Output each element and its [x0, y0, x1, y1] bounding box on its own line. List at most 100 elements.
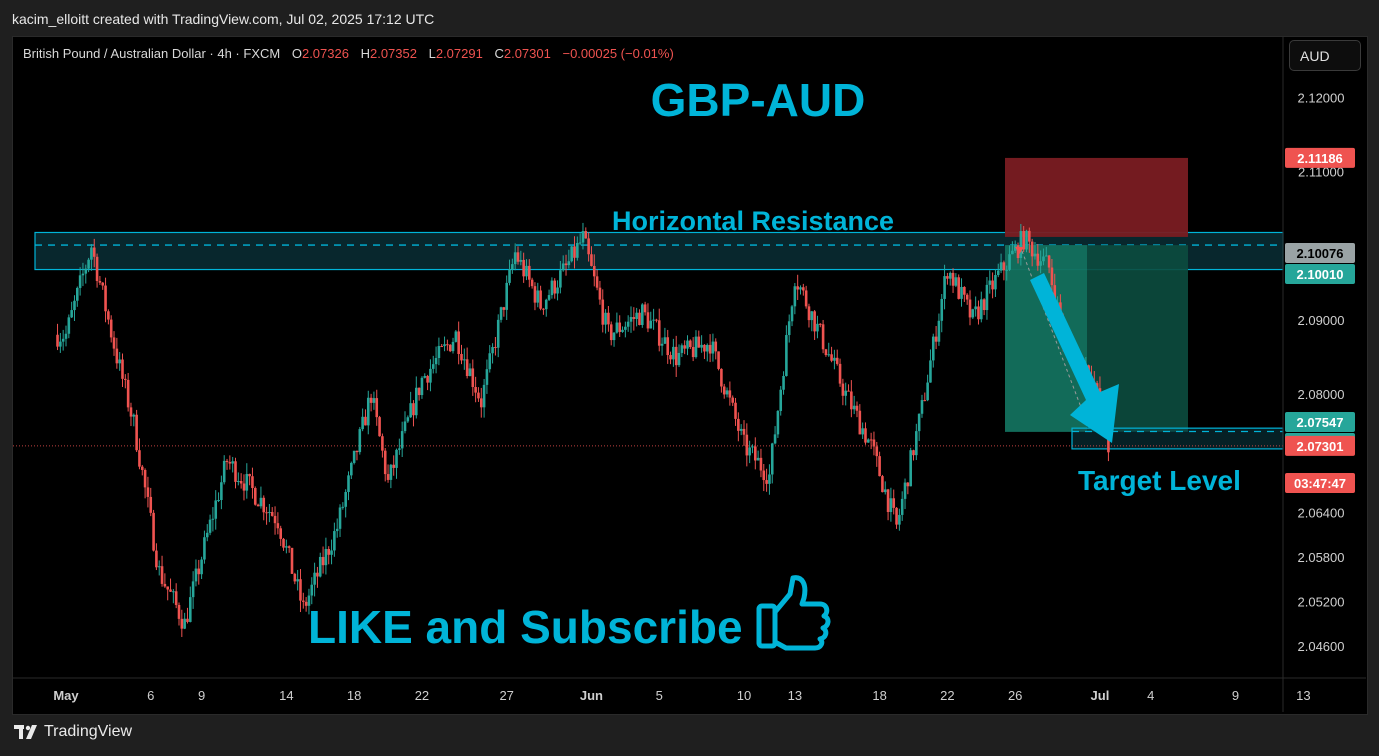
candle[interactable]: [350, 461, 353, 480]
candle[interactable]: [691, 337, 695, 362]
candle[interactable]: [635, 307, 638, 327]
candle[interactable]: [867, 438, 870, 443]
candle[interactable]: [234, 457, 237, 489]
candle[interactable]: [499, 306, 503, 323]
candle[interactable]: [474, 376, 477, 403]
candle[interactable]: [64, 325, 68, 347]
candle[interactable]: [609, 321, 613, 346]
candle[interactable]: [567, 249, 571, 269]
candle[interactable]: [988, 270, 992, 294]
currency-button[interactable]: AUD: [1289, 40, 1361, 71]
candle[interactable]: [316, 566, 319, 588]
candle[interactable]: [903, 478, 907, 510]
candle[interactable]: [855, 401, 859, 418]
candle[interactable]: [833, 349, 836, 370]
candle[interactable]: [225, 458, 229, 470]
candle[interactable]: [197, 559, 201, 585]
candle[interactable]: [516, 246, 520, 265]
candle[interactable]: [177, 602, 181, 626]
candle[interactable]: [813, 310, 816, 340]
candle[interactable]: [519, 250, 523, 266]
candle[interactable]: [881, 474, 884, 493]
candle[interactable]: [776, 410, 780, 438]
candle[interactable]: [273, 506, 277, 535]
candle[interactable]: [711, 333, 715, 362]
candle[interactable]: [160, 555, 164, 587]
candle[interactable]: [796, 274, 799, 301]
candle[interactable]: [222, 455, 226, 485]
candle[interactable]: [770, 442, 774, 484]
candle[interactable]: [61, 329, 65, 351]
candle[interactable]: [883, 481, 887, 495]
candle[interactable]: [946, 272, 949, 285]
candle[interactable]: [482, 378, 486, 418]
candle[interactable]: [358, 427, 362, 455]
candle[interactable]: [528, 259, 531, 288]
candle[interactable]: [446, 339, 449, 351]
candle[interactable]: [172, 589, 175, 604]
candle[interactable]: [782, 371, 785, 395]
candle[interactable]: [869, 432, 873, 450]
candle[interactable]: [948, 271, 952, 286]
candle[interactable]: [203, 530, 206, 564]
candle[interactable]: [931, 333, 935, 368]
candle[interactable]: [799, 285, 802, 295]
candle[interactable]: [1039, 250, 1042, 274]
candle[interactable]: [262, 495, 266, 521]
candle[interactable]: [409, 391, 412, 418]
candle[interactable]: [513, 243, 517, 271]
candle[interactable]: [56, 323, 59, 351]
candle[interactable]: [965, 293, 969, 305]
candle[interactable]: [601, 289, 605, 333]
candle[interactable]: [539, 285, 542, 311]
candle[interactable]: [697, 330, 701, 348]
candle[interactable]: [398, 438, 401, 455]
candle[interactable]: [689, 339, 692, 350]
candle[interactable]: [135, 409, 138, 453]
candle[interactable]: [1044, 246, 1048, 257]
candle[interactable]: [355, 450, 359, 461]
candle[interactable]: [937, 313, 941, 346]
candle[interactable]: [666, 329, 670, 364]
candle[interactable]: [508, 259, 511, 286]
candle[interactable]: [98, 276, 102, 285]
candle[interactable]: [431, 355, 435, 374]
candle[interactable]: [95, 253, 99, 288]
price-label-entry[interactable]: 2.10010: [1285, 264, 1355, 284]
candle[interactable]: [59, 332, 62, 353]
candle[interactable]: [152, 509, 155, 552]
candle[interactable]: [81, 262, 85, 287]
candle[interactable]: [742, 420, 746, 446]
candle[interactable]: [943, 264, 946, 310]
candle[interactable]: [632, 307, 636, 331]
candle[interactable]: [163, 573, 167, 588]
candle[interactable]: [104, 277, 107, 323]
candle[interactable]: [253, 486, 257, 506]
candle[interactable]: [810, 310, 814, 332]
candle[interactable]: [251, 467, 254, 499]
candle[interactable]: [748, 440, 751, 464]
candle[interactable]: [768, 464, 771, 495]
candle[interactable]: [674, 335, 678, 377]
candle[interactable]: [129, 402, 133, 427]
candle[interactable]: [638, 309, 641, 326]
candle[interactable]: [448, 344, 452, 353]
candle[interactable]: [437, 337, 441, 366]
candle[interactable]: [115, 337, 119, 369]
candle[interactable]: [1047, 254, 1051, 274]
candle[interactable]: [686, 335, 689, 356]
candle[interactable]: [1011, 241, 1014, 255]
candle[interactable]: [660, 337, 664, 356]
candle[interactable]: [313, 562, 316, 597]
candle[interactable]: [205, 524, 209, 542]
candle[interactable]: [87, 257, 90, 273]
candle[interactable]: [132, 413, 136, 427]
candle[interactable]: [745, 423, 749, 467]
candle[interactable]: [790, 304, 794, 327]
candle[interactable]: [392, 455, 395, 476]
candle[interactable]: [785, 325, 788, 377]
candle[interactable]: [618, 315, 621, 337]
candle[interactable]: [626, 315, 630, 332]
candle[interactable]: [584, 227, 588, 239]
